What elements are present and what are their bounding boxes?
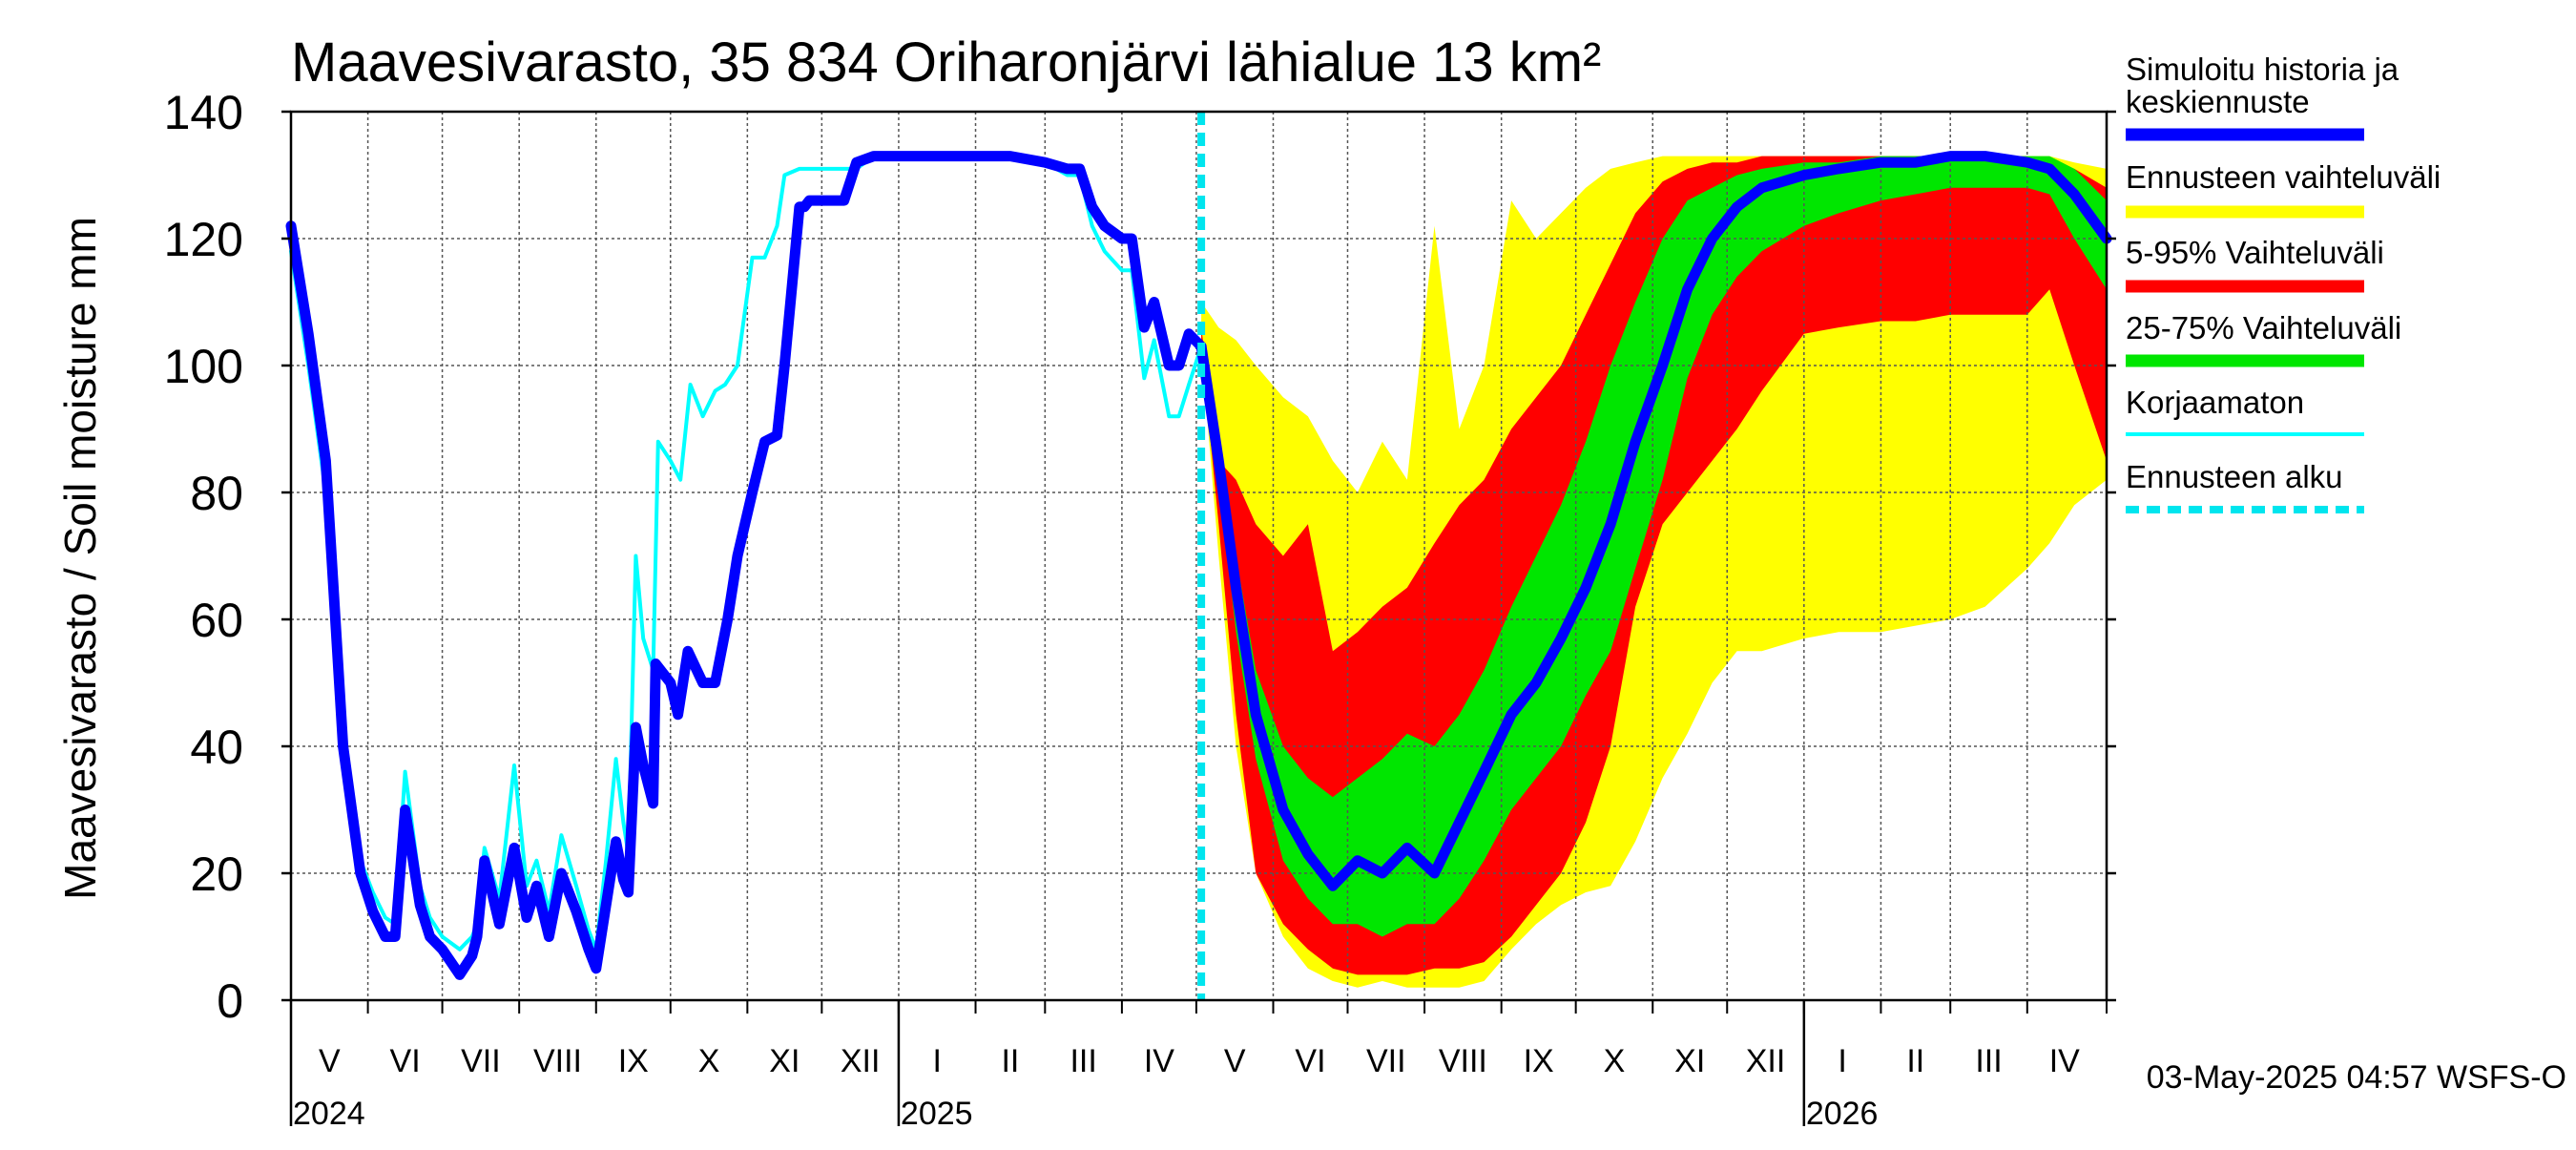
month-label: VII	[461, 1043, 501, 1079]
month-label: II	[1001, 1043, 1019, 1079]
year-label: 2025	[901, 1096, 973, 1132]
month-label: IX	[1524, 1043, 1554, 1079]
y-tick-label: 80	[190, 467, 243, 520]
month-label: IX	[618, 1043, 649, 1079]
legend-item-uncorrected: Korjaamaton	[2126, 385, 2364, 436]
band-25-75	[1201, 156, 2107, 937]
legend-item-forecast_start: Ennusteen alku	[2126, 459, 2364, 513]
legend-label: 25-75% Vaihteluväli	[2126, 310, 2401, 345]
y-tick-label: 60	[190, 594, 243, 647]
month-label: X	[1604, 1043, 1626, 1079]
month-label: VI	[1295, 1043, 1325, 1079]
y-tick-label: 100	[164, 340, 243, 393]
month-label: I	[1838, 1043, 1846, 1079]
footer-timestamp: 03-May-2025 04:57 WSFS-O	[2147, 1059, 2566, 1096]
month-label: VIII	[533, 1043, 582, 1079]
month-label: XI	[769, 1043, 800, 1079]
y-tick-label: 140	[164, 86, 243, 139]
series-forecast-median	[1195, 151, 2112, 891]
month-label: XII	[841, 1043, 881, 1079]
month-label: III	[1975, 1043, 2002, 1079]
month-label: IV	[2049, 1043, 2080, 1079]
month-label: X	[698, 1043, 720, 1079]
year-label: 2026	[1806, 1096, 1879, 1132]
plot-frame	[289, 110, 2109, 1002]
month-label: III	[1070, 1043, 1096, 1079]
month-label: V	[1224, 1043, 1246, 1079]
month-label: I	[933, 1043, 942, 1079]
y-tick-label: 20	[190, 847, 243, 901]
legend-label: Ennusteen vaihteluväli	[2126, 159, 2441, 195]
year-label: 2024	[293, 1096, 365, 1132]
y-axis-label: Maavesivarasto / Soil moisture mm	[55, 217, 105, 900]
legend-item-p5_95: 5-95% Vaihteluväli	[2126, 235, 2384, 293]
legend-item-p25_75: 25-75% Vaihteluväli	[2126, 310, 2401, 367]
month-label: XI	[1674, 1043, 1705, 1079]
legend-label: Korjaamaton	[2126, 385, 2304, 420]
legend-label: 5-95% Vaihteluväli	[2126, 235, 2384, 270]
y-tick-label: 40	[190, 721, 243, 774]
month-label: II	[1906, 1043, 1924, 1079]
legend-label: keskiennuste	[2126, 84, 2310, 119]
month-label: VIII	[1439, 1043, 1487, 1079]
month-label: V	[319, 1043, 341, 1079]
y-tick-label: 120	[164, 213, 243, 266]
month-label: VII	[1366, 1043, 1406, 1079]
y-tick-label: 0	[217, 974, 243, 1028]
chart-title: Maavesivarasto, 35 834 Oriharonjärvi läh…	[291, 31, 1601, 94]
month-label: XII	[1746, 1043, 1786, 1079]
month-label: IV	[1144, 1043, 1174, 1079]
legend-label: Ennusteen alku	[2126, 459, 2343, 494]
series-history	[285, 151, 1207, 980]
legend-label: Simuloitu historia ja	[2126, 52, 2399, 87]
month-label: VI	[390, 1043, 421, 1079]
legend-item-range: Ennusteen vaihteluväli	[2126, 159, 2441, 219]
